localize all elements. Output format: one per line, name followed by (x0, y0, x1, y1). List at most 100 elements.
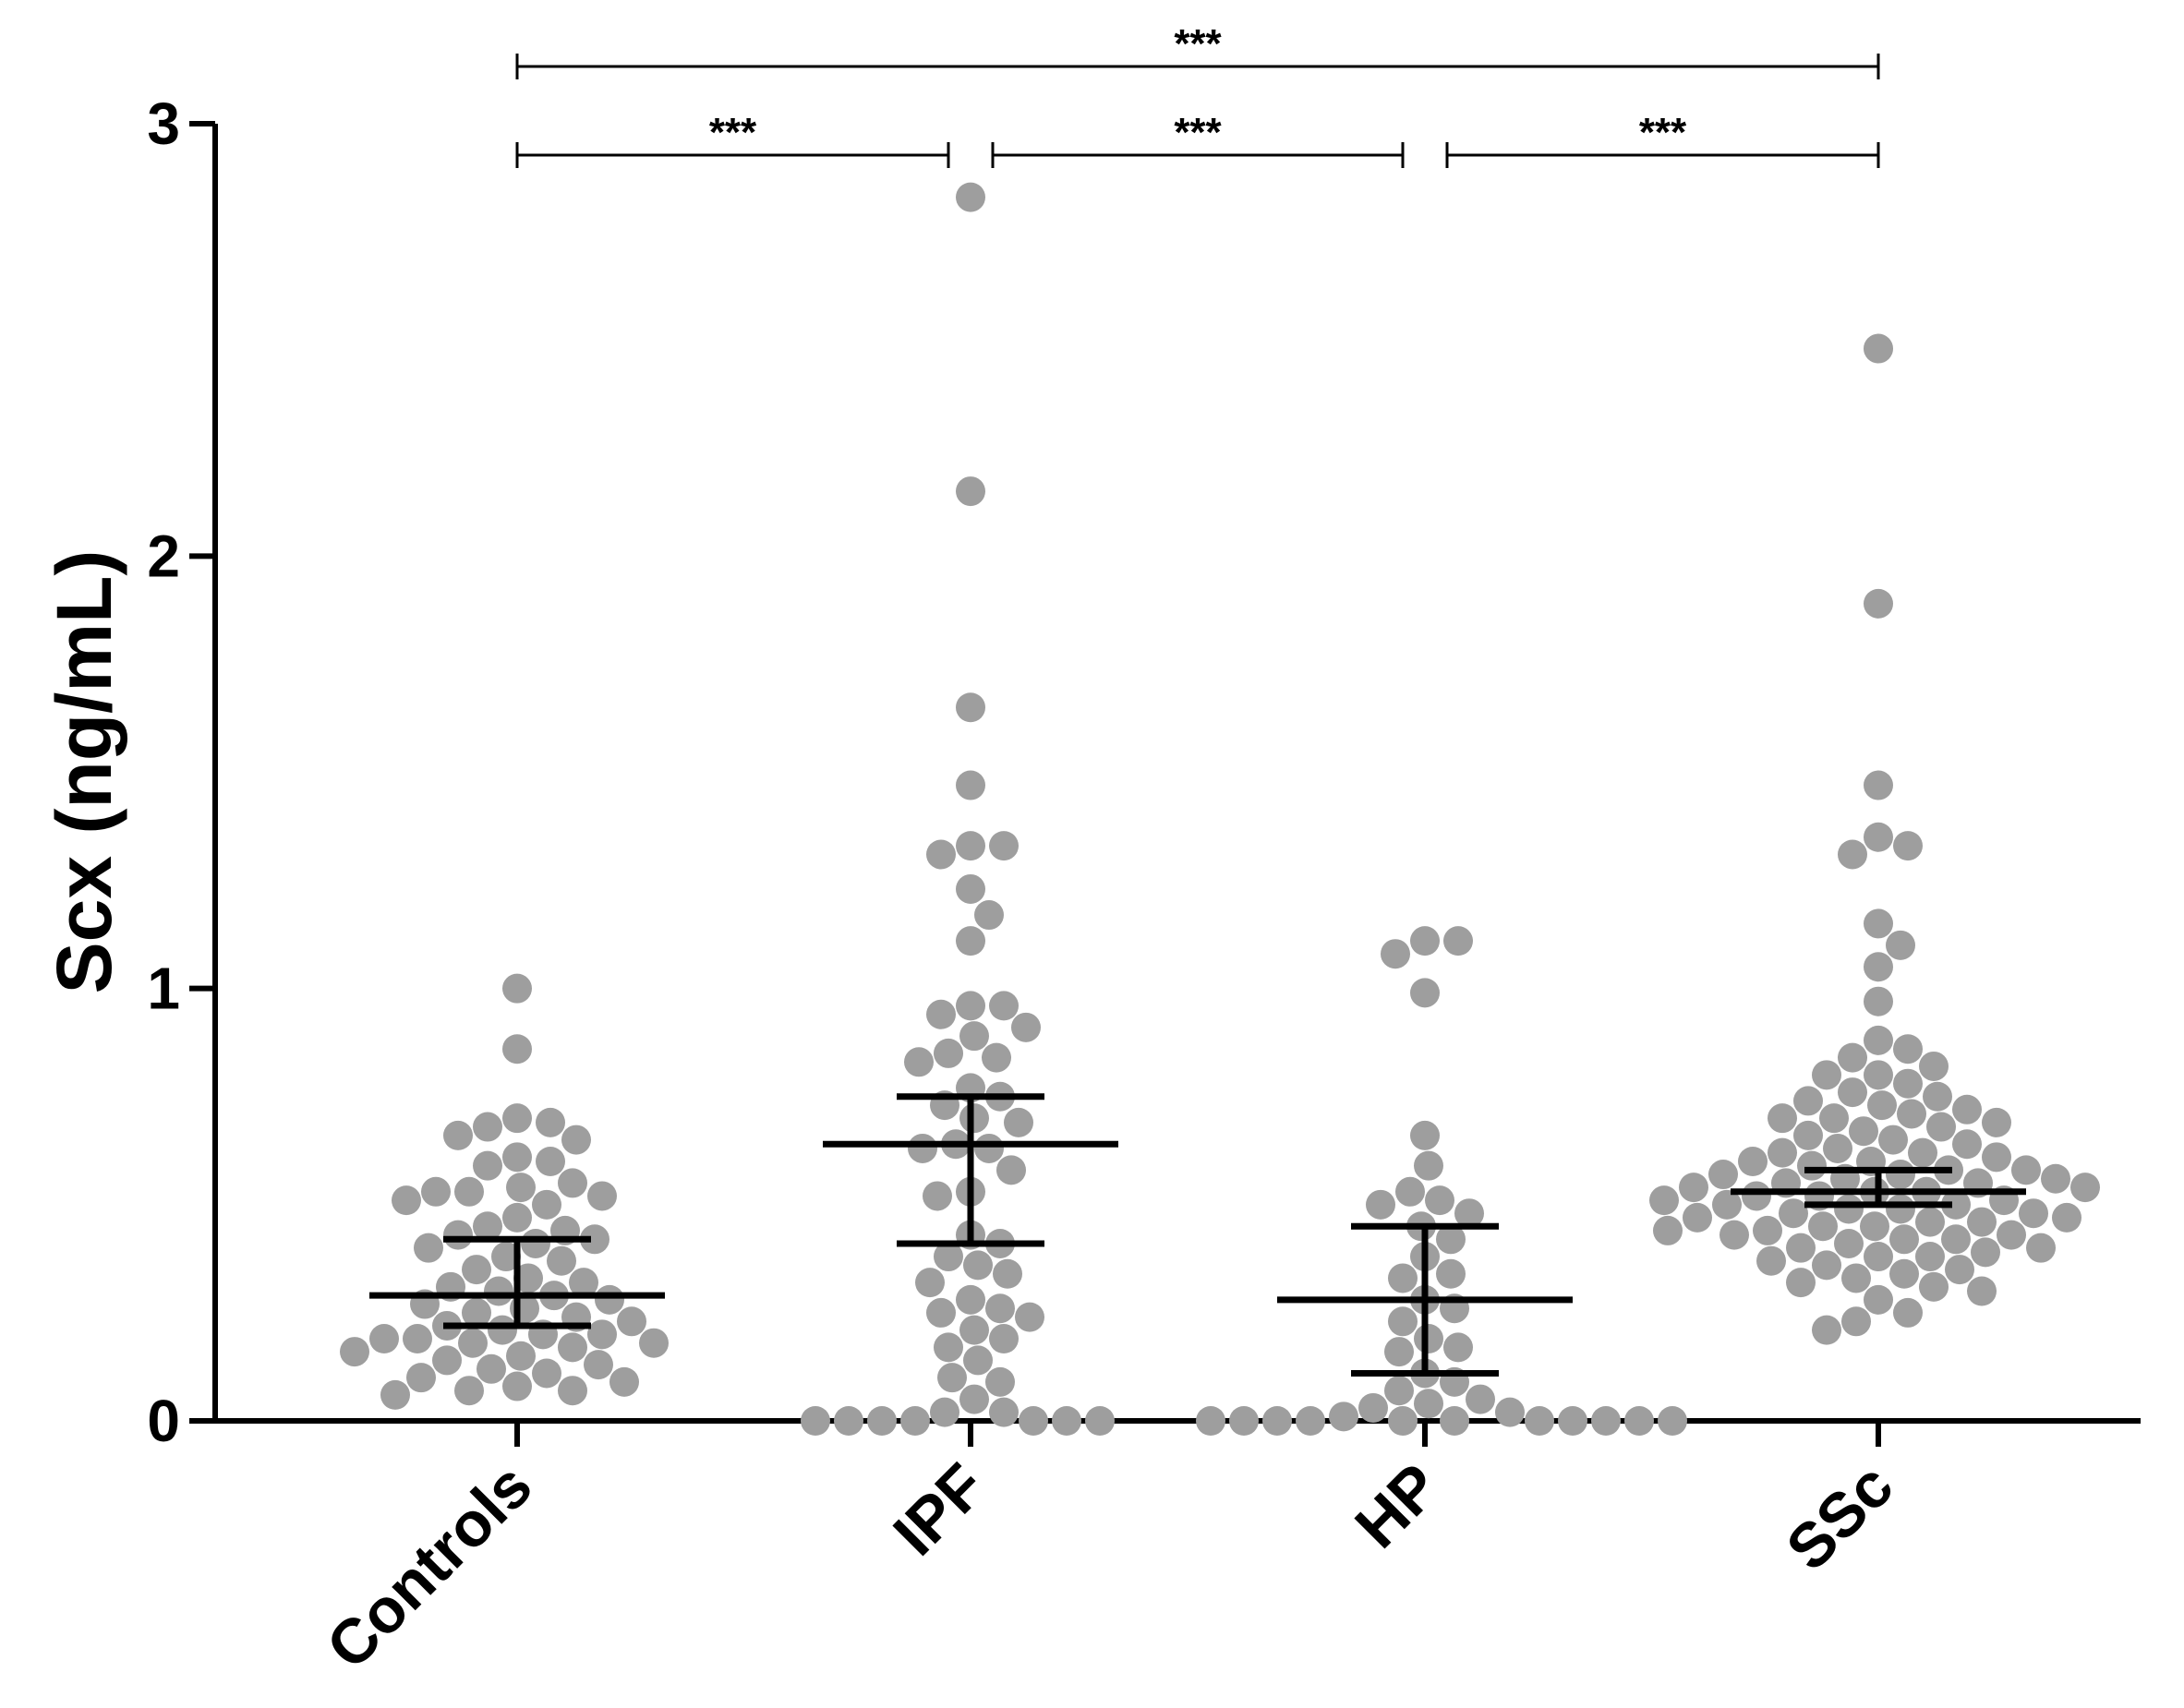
data-point (1440, 1406, 1469, 1436)
data-point (1388, 1406, 1418, 1436)
data-point (1436, 1224, 1466, 1255)
data-point (454, 1376, 484, 1406)
data-point (989, 1324, 1019, 1354)
data-point (547, 1245, 576, 1276)
data-point (1997, 1220, 2026, 1250)
data-point (1793, 1120, 1823, 1150)
data-point (1443, 926, 1473, 956)
data-point (1797, 1150, 1827, 1181)
data-point (1388, 1263, 1418, 1293)
data-point (2070, 1173, 2100, 1203)
data-point (1838, 839, 1867, 870)
data-point (1893, 1068, 1923, 1099)
data-point (959, 1315, 989, 1345)
data-point (956, 770, 985, 800)
data-point (959, 1103, 989, 1134)
data-point (1864, 822, 1893, 852)
data-point (904, 1047, 934, 1077)
data-point (1819, 1103, 1849, 1134)
data-point (1366, 1189, 1395, 1220)
data-point (801, 1406, 830, 1436)
data-point (1886, 930, 1915, 960)
significance-brackets: *** *** *** *** (515, 21, 1880, 168)
data-point (989, 831, 1019, 861)
data-point (1915, 1207, 1945, 1237)
data-point (1358, 1392, 1388, 1423)
data-point (937, 1363, 967, 1393)
data-point (1262, 1406, 1292, 1436)
data-point (421, 1176, 451, 1207)
data-point (1381, 939, 1410, 969)
sig-label: *** (1174, 21, 1222, 66)
data-point (1738, 1147, 1768, 1176)
data-point (1683, 1202, 1712, 1233)
data-point (1436, 1258, 1466, 1289)
data-point (558, 1168, 587, 1198)
data-point (1812, 1060, 1841, 1090)
data-point (1812, 1250, 1841, 1281)
data-point (569, 1268, 598, 1298)
data-point (1004, 1107, 1033, 1137)
data-point (1864, 588, 1893, 619)
data-point (414, 1233, 443, 1263)
data-point (432, 1345, 462, 1376)
data-point (1849, 1116, 1878, 1147)
data-point (1708, 1160, 1738, 1190)
data-point (1967, 1276, 1997, 1306)
sig-label: *** (709, 110, 757, 155)
sig-label: *** (1174, 110, 1222, 155)
data-point (1867, 1090, 1897, 1121)
data-point (502, 973, 532, 1004)
data-point (369, 1324, 399, 1354)
data-point (1019, 1406, 1048, 1436)
data-point (1768, 1137, 1797, 1168)
data-point (956, 476, 985, 507)
data-point (561, 1125, 591, 1155)
data-point (1653, 1215, 1683, 1245)
data-point (1052, 1406, 1081, 1436)
data-point (959, 1021, 989, 1052)
data-point (963, 1345, 993, 1376)
data-point (502, 1202, 532, 1233)
data-point (908, 1133, 937, 1163)
data-point (956, 182, 985, 212)
data-point (989, 991, 1019, 1021)
data-point (2019, 1198, 2048, 1229)
data-point (834, 1406, 863, 1436)
data-point (2041, 1163, 2070, 1194)
y-tick-label: 2 (147, 523, 180, 589)
data-point (1719, 1220, 1749, 1250)
data-point (1864, 770, 1893, 800)
data-point (595, 1284, 624, 1315)
data-point (867, 1406, 897, 1436)
data-point (1834, 1194, 1864, 1224)
data-point (443, 1120, 473, 1150)
data-point (1786, 1268, 1816, 1298)
y-tick-label: 0 (147, 1388, 180, 1454)
data-point (639, 1328, 669, 1358)
data-point (1712, 1189, 1742, 1220)
data-point (1919, 1051, 1949, 1081)
data-point (1967, 1207, 1997, 1237)
data-point (915, 1268, 945, 1298)
data-point (1742, 1181, 1771, 1211)
data-point (558, 1332, 587, 1363)
data-point (982, 1042, 1011, 1073)
data-point (521, 1228, 550, 1258)
data-point (473, 1150, 502, 1181)
data-point (1196, 1406, 1225, 1436)
data-point (1414, 1389, 1443, 1419)
data-point (1841, 1306, 1871, 1337)
data-point (1893, 1297, 1923, 1328)
data-point (934, 1332, 963, 1363)
data-point (934, 1242, 963, 1272)
data-point (1466, 1384, 1495, 1414)
data-point (956, 831, 985, 861)
data-point (1838, 1077, 1867, 1108)
x-tick-label: SSc (1773, 1450, 1907, 1584)
y-tick-label: 1 (147, 956, 180, 1022)
data-point (1410, 926, 1440, 956)
data-point (403, 1324, 432, 1354)
data-point (1558, 1406, 1587, 1436)
data-point (1624, 1406, 1654, 1436)
